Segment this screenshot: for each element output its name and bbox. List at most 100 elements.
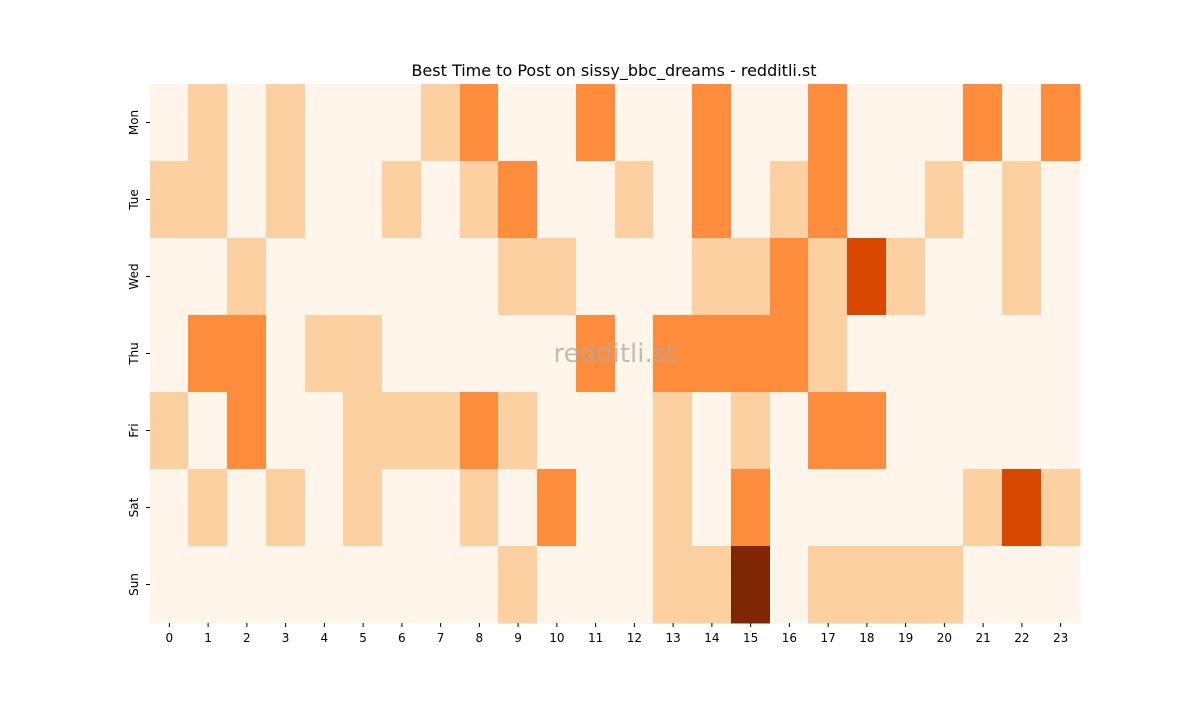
heatmap-cell-thu-1 <box>188 315 228 393</box>
heatmap-cell-tue-7 <box>421 161 461 239</box>
heatmap-cell-thu-15 <box>731 315 771 393</box>
heatmap-cell-tue-1 <box>188 161 228 239</box>
heatmap-cell-wed-16 <box>770 238 809 316</box>
heatmap-cell-fri-21 <box>963 392 1003 470</box>
x-tick-label: 1 <box>204 631 212 645</box>
heatmap-cell-fri-9 <box>498 392 538 470</box>
heatmap-cell-sun-21 <box>963 546 1003 624</box>
heatmap-cell-thu-4 <box>305 315 344 393</box>
heatmap-cell-sat-14 <box>692 469 732 547</box>
heatmap-cell-mon-1 <box>188 84 228 162</box>
heatmap-cell-tue-18 <box>847 161 887 239</box>
heatmap-cell-fri-5 <box>343 392 383 470</box>
heatmap-cell-sat-23 <box>1041 469 1081 547</box>
y-tick-label: Fri <box>127 423 141 437</box>
heatmap-cell-sat-12 <box>615 469 654 547</box>
heatmap-cell-thu-22 <box>1002 315 1042 393</box>
heatmap-cell-sat-21 <box>963 469 1003 547</box>
heatmap-cell-fri-1 <box>188 392 228 470</box>
heatmap-cell-wed-10 <box>537 238 577 316</box>
heatmap-cell-thu-6 <box>382 315 422 393</box>
heatmap-cell-tue-20 <box>925 161 964 239</box>
y-axis: Mon Tue Wed Thu Fri Sat Sun <box>127 110 150 596</box>
x-tick-label: 8 <box>476 631 484 645</box>
heatmap-cell-sun-6 <box>382 546 422 624</box>
heatmap-cell-sun-20 <box>925 546 964 624</box>
heatmap-cell-tue-13 <box>653 161 693 239</box>
heatmap-cell-wed-20 <box>925 238 964 316</box>
heatmap-cell-wed-18 <box>847 238 887 316</box>
heatmap-cell-sun-3 <box>266 546 306 624</box>
heatmap-cell-wed-11 <box>576 238 616 316</box>
y-tick-label: Tue <box>127 189 141 211</box>
heatmap-cell-thu-18 <box>847 315 887 393</box>
y-tick-label: Thu <box>127 342 141 366</box>
heatmap-cell-fri-2 <box>227 392 267 470</box>
heatmap-cell-tue-0 <box>150 161 189 239</box>
heatmap-cell-mon-14 <box>692 84 732 162</box>
heatmap-cell-wed-3 <box>266 238 306 316</box>
x-tick-label: 20 <box>937 631 952 645</box>
heatmap-cell-mon-13 <box>653 84 693 162</box>
heatmap-cell-mon-19 <box>886 84 926 162</box>
x-tick-label: 16 <box>782 631 797 645</box>
heatmap-cell-wed-23 <box>1041 238 1081 316</box>
x-tick-label: 15 <box>743 631 758 645</box>
heatmap-cell-thu-17 <box>808 315 848 393</box>
heatmap-cell-tue-14 <box>692 161 732 239</box>
heatmap-cell-thu-0 <box>150 315 189 393</box>
heatmap-cell-sat-15 <box>731 469 771 547</box>
heatmap-cell-sun-9 <box>498 546 538 624</box>
x-tick-label: 11 <box>588 631 603 645</box>
heatmap-cell-mon-17 <box>808 84 848 162</box>
heatmap-cell-mon-6 <box>382 84 422 162</box>
heatmap-cell-fri-19 <box>886 392 926 470</box>
heatmap-cell-sat-6 <box>382 469 422 547</box>
heatmap-cell-fri-7 <box>421 392 461 470</box>
x-tick-label: 10 <box>549 631 564 645</box>
heatmap-cell-wed-9 <box>498 238 538 316</box>
heatmap-cell-wed-14 <box>692 238 732 316</box>
heatmap-cell-tue-4 <box>305 161 344 239</box>
heatmap-cell-sat-22 <box>1002 469 1042 547</box>
heatmap-cell-wed-13 <box>653 238 693 316</box>
x-tick-label: 5 <box>359 631 367 645</box>
x-tick-label: 2 <box>243 631 251 645</box>
heatmap-cell-thu-14 <box>692 315 732 393</box>
x-tick-label: 21 <box>975 631 990 645</box>
heatmap-cell-thu-12 <box>615 315 654 393</box>
heatmap-cell-sun-23 <box>1041 546 1081 624</box>
x-tick-label: 4 <box>321 631 329 645</box>
heatmap-cell-tue-3 <box>266 161 306 239</box>
heatmap-cell-thu-5 <box>343 315 383 393</box>
heatmap-cell-sat-18 <box>847 469 887 547</box>
heatmap-cell-mon-20 <box>925 84 964 162</box>
heatmap-cell-thu-9 <box>498 315 538 393</box>
heatmap-cell-sat-1 <box>188 469 228 547</box>
heatmap-cell-tue-6 <box>382 161 422 239</box>
heatmap-cell-wed-19 <box>886 238 926 316</box>
heatmap-cell-sun-14 <box>692 546 732 624</box>
heatmap-cell-sun-4 <box>305 546 344 624</box>
heatmap-cell-thu-23 <box>1041 315 1081 393</box>
heatmap-cells <box>150 84 1081 624</box>
heatmap-cell-wed-12 <box>615 238 654 316</box>
heatmap-cell-thu-16 <box>770 315 809 393</box>
x-tick-label: 14 <box>704 631 719 645</box>
heatmap-cell-thu-19 <box>886 315 926 393</box>
heatmap-cell-sat-11 <box>576 469 616 547</box>
y-tick-label: Sun <box>127 573 141 596</box>
heatmap-cell-mon-16 <box>770 84 809 162</box>
heatmap-cell-tue-23 <box>1041 161 1081 239</box>
heatmap-cell-sun-10 <box>537 546 577 624</box>
heatmap-cell-fri-23 <box>1041 392 1081 470</box>
heatmap-cell-tue-21 <box>963 161 1003 239</box>
x-tick-label: 13 <box>665 631 680 645</box>
heatmap-cell-wed-22 <box>1002 238 1042 316</box>
heatmap-cell-mon-12 <box>615 84 654 162</box>
x-axis: 0 1 2 3 4 5 6 7 8 9 10 11 12 13 14 15 16 17 18 19 20 21 22 23 <box>166 623 1068 645</box>
heatmap-cell-sun-12 <box>615 546 654 624</box>
heatmap-cell-sun-5 <box>343 546 383 624</box>
